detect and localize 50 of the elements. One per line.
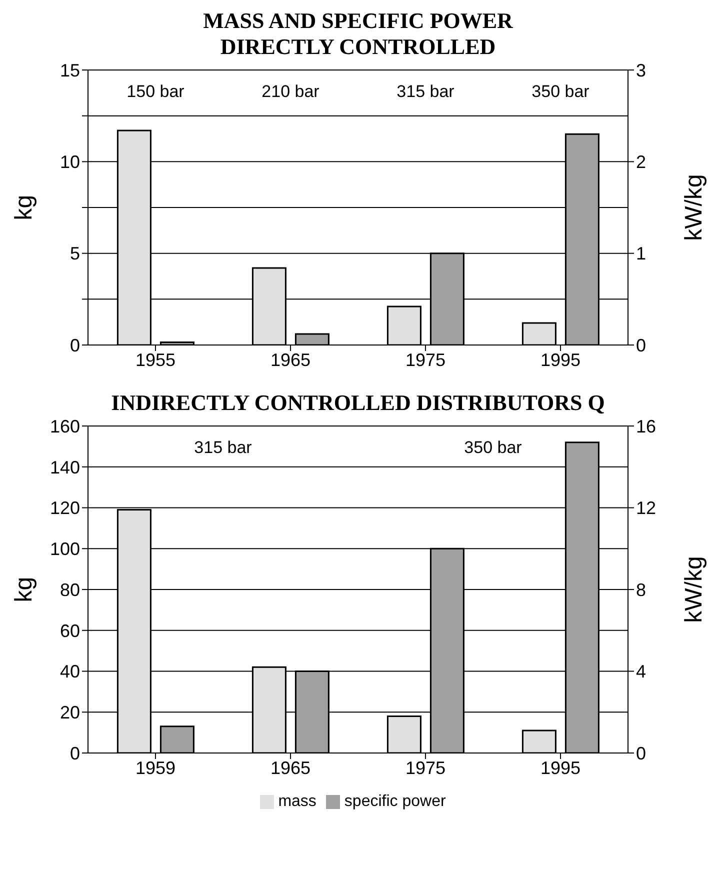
annotation: 315 bar [396,82,456,102]
x-tick-label: 1975 [405,758,446,778]
bar [386,715,422,753]
annotation: 350 bar [530,82,590,102]
x-tick-label: 1995 [540,758,581,778]
y-tick-label: 10 [60,152,80,172]
y2-tick-label: 12 [636,498,656,518]
y-tick-label: 5 [70,244,80,264]
y-tick-label: 60 [60,620,80,641]
legend-label: specific power [344,793,446,810]
bar [160,726,194,753]
y2-tick-label: 0 [636,743,646,764]
y-tick-label: 160 [50,416,80,436]
y-tick-label: 40 [60,662,80,682]
x-tick-label: 1995 [540,350,581,370]
x-tick-label: 1959 [135,758,176,778]
y2-tick-label: 4 [636,662,646,682]
y2-tick-label: 1 [636,244,646,264]
y-tick-label: 100 [50,539,80,560]
y-tick-label: 140 [50,457,80,478]
y-tick-label: 15 [60,60,80,80]
annotation: 210 bar [260,82,320,102]
y-axis-title: kg [10,576,38,602]
y-tick-label: 0 [70,335,80,356]
y2-tick-label: 8 [636,580,646,600]
annotation: 315 bar [193,438,253,458]
x-tick-label: 1955 [135,350,176,370]
y-tick-label: 120 [50,498,80,518]
bar [386,306,422,345]
x-tick-label: 1965 [270,350,311,370]
y2-tick-label: 3 [636,60,646,80]
bar [294,333,330,345]
x-tick-label: 1975 [405,350,446,370]
annotation: 350 bar [463,438,523,458]
chart-title: INDIRECTLY CONTROLLED DISTRIBUTORS Q [110,390,606,416]
legend-label: mass [278,793,316,810]
y-axis-title: kg [10,194,38,220]
y2-axis-title: kW/kg [680,174,708,241]
y2-tick-label: 2 [636,152,646,172]
chart-title: MASS AND SPECIFIC POWER DIRECTLY CONTROLLED [202,8,514,60]
x-tick-label: 1965 [270,758,311,778]
annotation: 150 bar [126,82,186,102]
y-tick-label: 0 [70,743,80,764]
y2-tick-label: 0 [636,335,646,356]
y2-tick-label: 16 [636,416,656,436]
bar [522,730,556,753]
y2-axis-title: kW/kg [680,556,708,623]
y-tick-label: 20 [60,702,80,723]
bar [522,322,556,345]
y-tick-label: 80 [60,580,80,600]
